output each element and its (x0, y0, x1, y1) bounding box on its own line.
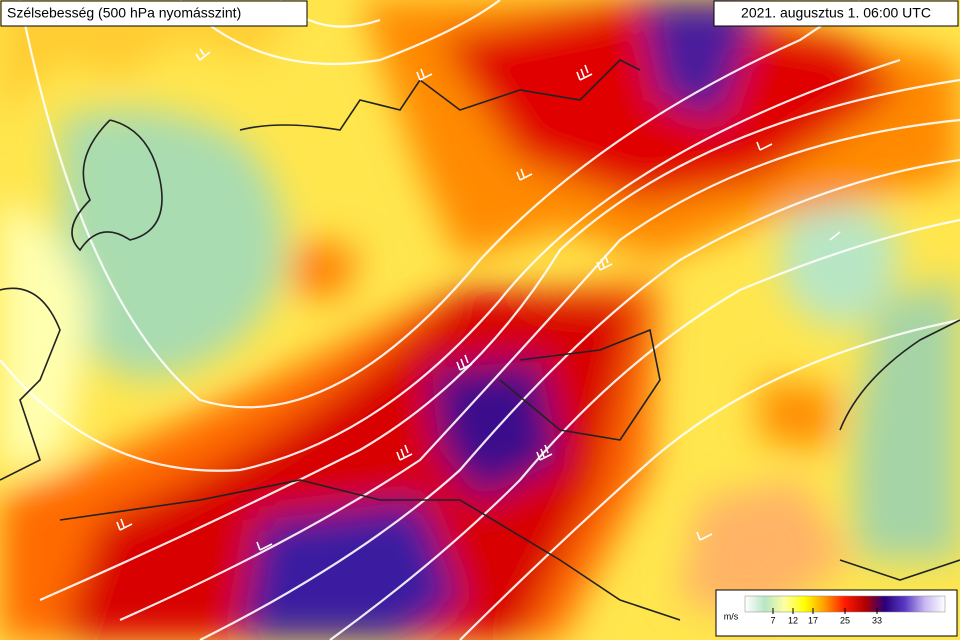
timestamp-box (713, 0, 959, 27)
colorbar-tick-label: 25 (840, 615, 850, 625)
colorbar-tick-label: 7 (770, 615, 775, 625)
wind-barbs (116, 48, 841, 551)
colorbar-tick-label: 12 (788, 615, 798, 625)
title-box (0, 0, 308, 27)
timestamp: 2021. augusztus 1. 06:00 UTC (741, 5, 931, 21)
coastlines (0, 59, 960, 621)
map-title: Szélsebesség (500 hPa nyomásszint) (7, 5, 241, 21)
legend-unit: m/s (724, 611, 739, 621)
colorbar-tick-label: 33 (872, 615, 882, 625)
colorbar-tick-label: 17 (808, 615, 818, 625)
